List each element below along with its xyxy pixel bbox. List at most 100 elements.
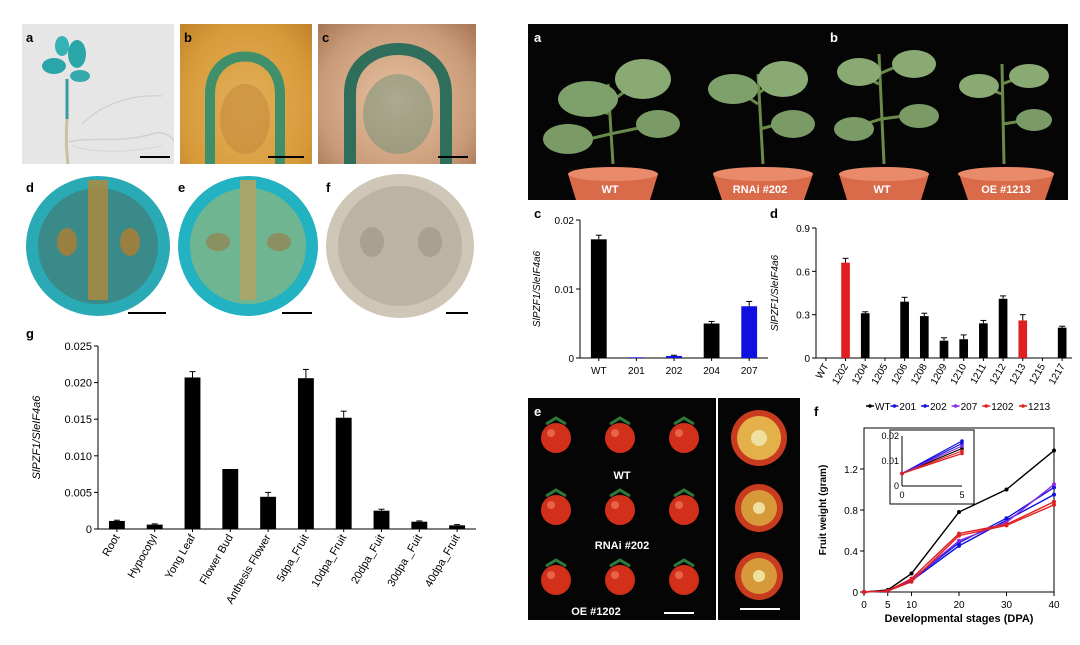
- legend-label: 202: [930, 402, 947, 413]
- bar: [900, 301, 909, 358]
- x-tick-label: WT: [591, 366, 607, 377]
- x-tick-label: Yong Leaf: [163, 532, 198, 581]
- photo-fruits-e: [528, 398, 716, 620]
- panel-label-left-e: e: [178, 180, 186, 195]
- fruit-f-drawing: [326, 174, 474, 318]
- bar: [449, 525, 466, 529]
- tomato: [541, 565, 571, 595]
- x-tick-label: WT: [814, 362, 831, 381]
- bar: [979, 323, 988, 358]
- panel-label-right-d: d: [770, 206, 778, 221]
- tomato-highlight: [547, 571, 555, 579]
- fruit-sections-drawing: [731, 410, 787, 600]
- legend-marker: [892, 404, 897, 408]
- bar: [222, 468, 239, 529]
- photo-fruit-f: [322, 172, 478, 320]
- scale-bar: [740, 608, 780, 610]
- inset-data-point: [960, 449, 964, 453]
- data-point: [957, 510, 961, 515]
- fruit-b-drawing: [205, 51, 285, 164]
- y-tick-label: 0.6: [796, 267, 810, 278]
- chart-f: 0 0.4 0.8 1.2 0 5 10 20 30 40 Developmental stages…: [818, 402, 1060, 625]
- y-tick-label: 0.025: [64, 341, 92, 353]
- y-tick-label: 0: [804, 354, 810, 365]
- fruit-label-wt: WT: [613, 470, 631, 482]
- pot-label-wt: WT: [601, 184, 619, 196]
- panel-label-right-e: e: [534, 404, 542, 419]
- x-tick-label: 1212: [988, 362, 1009, 387]
- data-point: [909, 576, 914, 581]
- x-tick-label: 10: [906, 600, 918, 611]
- inset-x-tick-label: 0: [899, 490, 904, 500]
- inset-data-point: [960, 444, 964, 448]
- chart-g: 0 0.005 0.010 0.015 0.020 0.025 SlPZF1/SleIF4a…: [31, 341, 476, 606]
- y-axis-label: Fruit weight (gram): [818, 465, 829, 556]
- series-line: [863, 504, 1055, 593]
- inset-data-point: [900, 471, 904, 476]
- legend-label: 207: [961, 402, 978, 413]
- x-tick-label: 1215: [1027, 362, 1048, 387]
- y-tick-label: 0: [86, 524, 92, 536]
- y-tick-label: 0.02: [555, 216, 575, 227]
- tomato: [669, 423, 699, 453]
- bar: [919, 316, 929, 358]
- bar: [741, 306, 758, 358]
- panel-label-left-a: a: [26, 30, 34, 45]
- y-tick-label: 0.8: [844, 506, 858, 517]
- data-point: [1052, 492, 1056, 497]
- legend-marker: [953, 404, 958, 408]
- panel-label-left-c: c: [322, 30, 330, 45]
- inset-data-point: [960, 446, 964, 451]
- x-tick-label: 30: [1001, 600, 1013, 611]
- series-line: [863, 450, 1055, 593]
- pot-label-wt-b: WT: [873, 184, 891, 196]
- scale-bar: [282, 312, 312, 314]
- scale-bar: [128, 312, 166, 314]
- photo-seedling: [22, 24, 174, 164]
- x-tick-label: 204: [703, 366, 720, 377]
- y-tick-label: 0.005: [64, 487, 92, 499]
- tomato-calyx: [545, 488, 567, 498]
- tomato: [605, 423, 635, 453]
- bar: [260, 496, 277, 529]
- x-axis-label: Developmental stages (DPA): [885, 613, 1034, 625]
- data-point: [1004, 487, 1009, 492]
- data-point: [1052, 448, 1056, 453]
- panel-label-right-f: f: [814, 404, 819, 419]
- panel-label-left-g: g: [26, 326, 34, 341]
- tomato-highlight: [611, 571, 619, 579]
- scale-bar: [438, 156, 468, 158]
- pot-label-oe: OE #1213: [981, 184, 1031, 196]
- photo-plants-b: [824, 24, 1068, 200]
- x-tick-label: 207: [741, 366, 758, 377]
- data-point: [862, 590, 866, 594]
- y-tick-label: 0.4: [844, 547, 858, 558]
- tomato-calyx: [545, 416, 567, 426]
- data-point: [885, 588, 890, 593]
- inset-series-line: [901, 445, 963, 475]
- y-tick-label: 0.9: [796, 224, 810, 235]
- data-point: [1052, 502, 1056, 507]
- x-tick-label: 1209: [929, 362, 950, 387]
- bar: [628, 357, 645, 358]
- x-tick-label: 30dpa _Fuit: [385, 533, 424, 589]
- x-tick-label: 1208: [909, 362, 930, 387]
- data-point: [1052, 485, 1056, 490]
- fruit-label-oe: OE #1202: [571, 606, 621, 618]
- scale-bar: [664, 612, 694, 614]
- x-tick-label: 1210: [949, 362, 970, 387]
- tomato-highlight: [675, 571, 683, 579]
- legend-label: 1202: [991, 402, 1014, 413]
- x-tick-label: 1205: [870, 362, 891, 387]
- scale-bar: [140, 156, 170, 158]
- x-tick-label: 5dpa_Fruit: [275, 533, 312, 585]
- x-tick-label: 1213: [1008, 362, 1029, 387]
- photo-plants-a: [528, 24, 824, 200]
- tomato-calyx: [609, 558, 631, 568]
- legend-marker: [923, 404, 927, 408]
- bar: [1018, 320, 1028, 358]
- y-axis-label: SlPZF1/SleIF4a6: [532, 250, 543, 327]
- panel-label-left-f: f: [326, 180, 331, 195]
- legend-marker: [1021, 404, 1025, 408]
